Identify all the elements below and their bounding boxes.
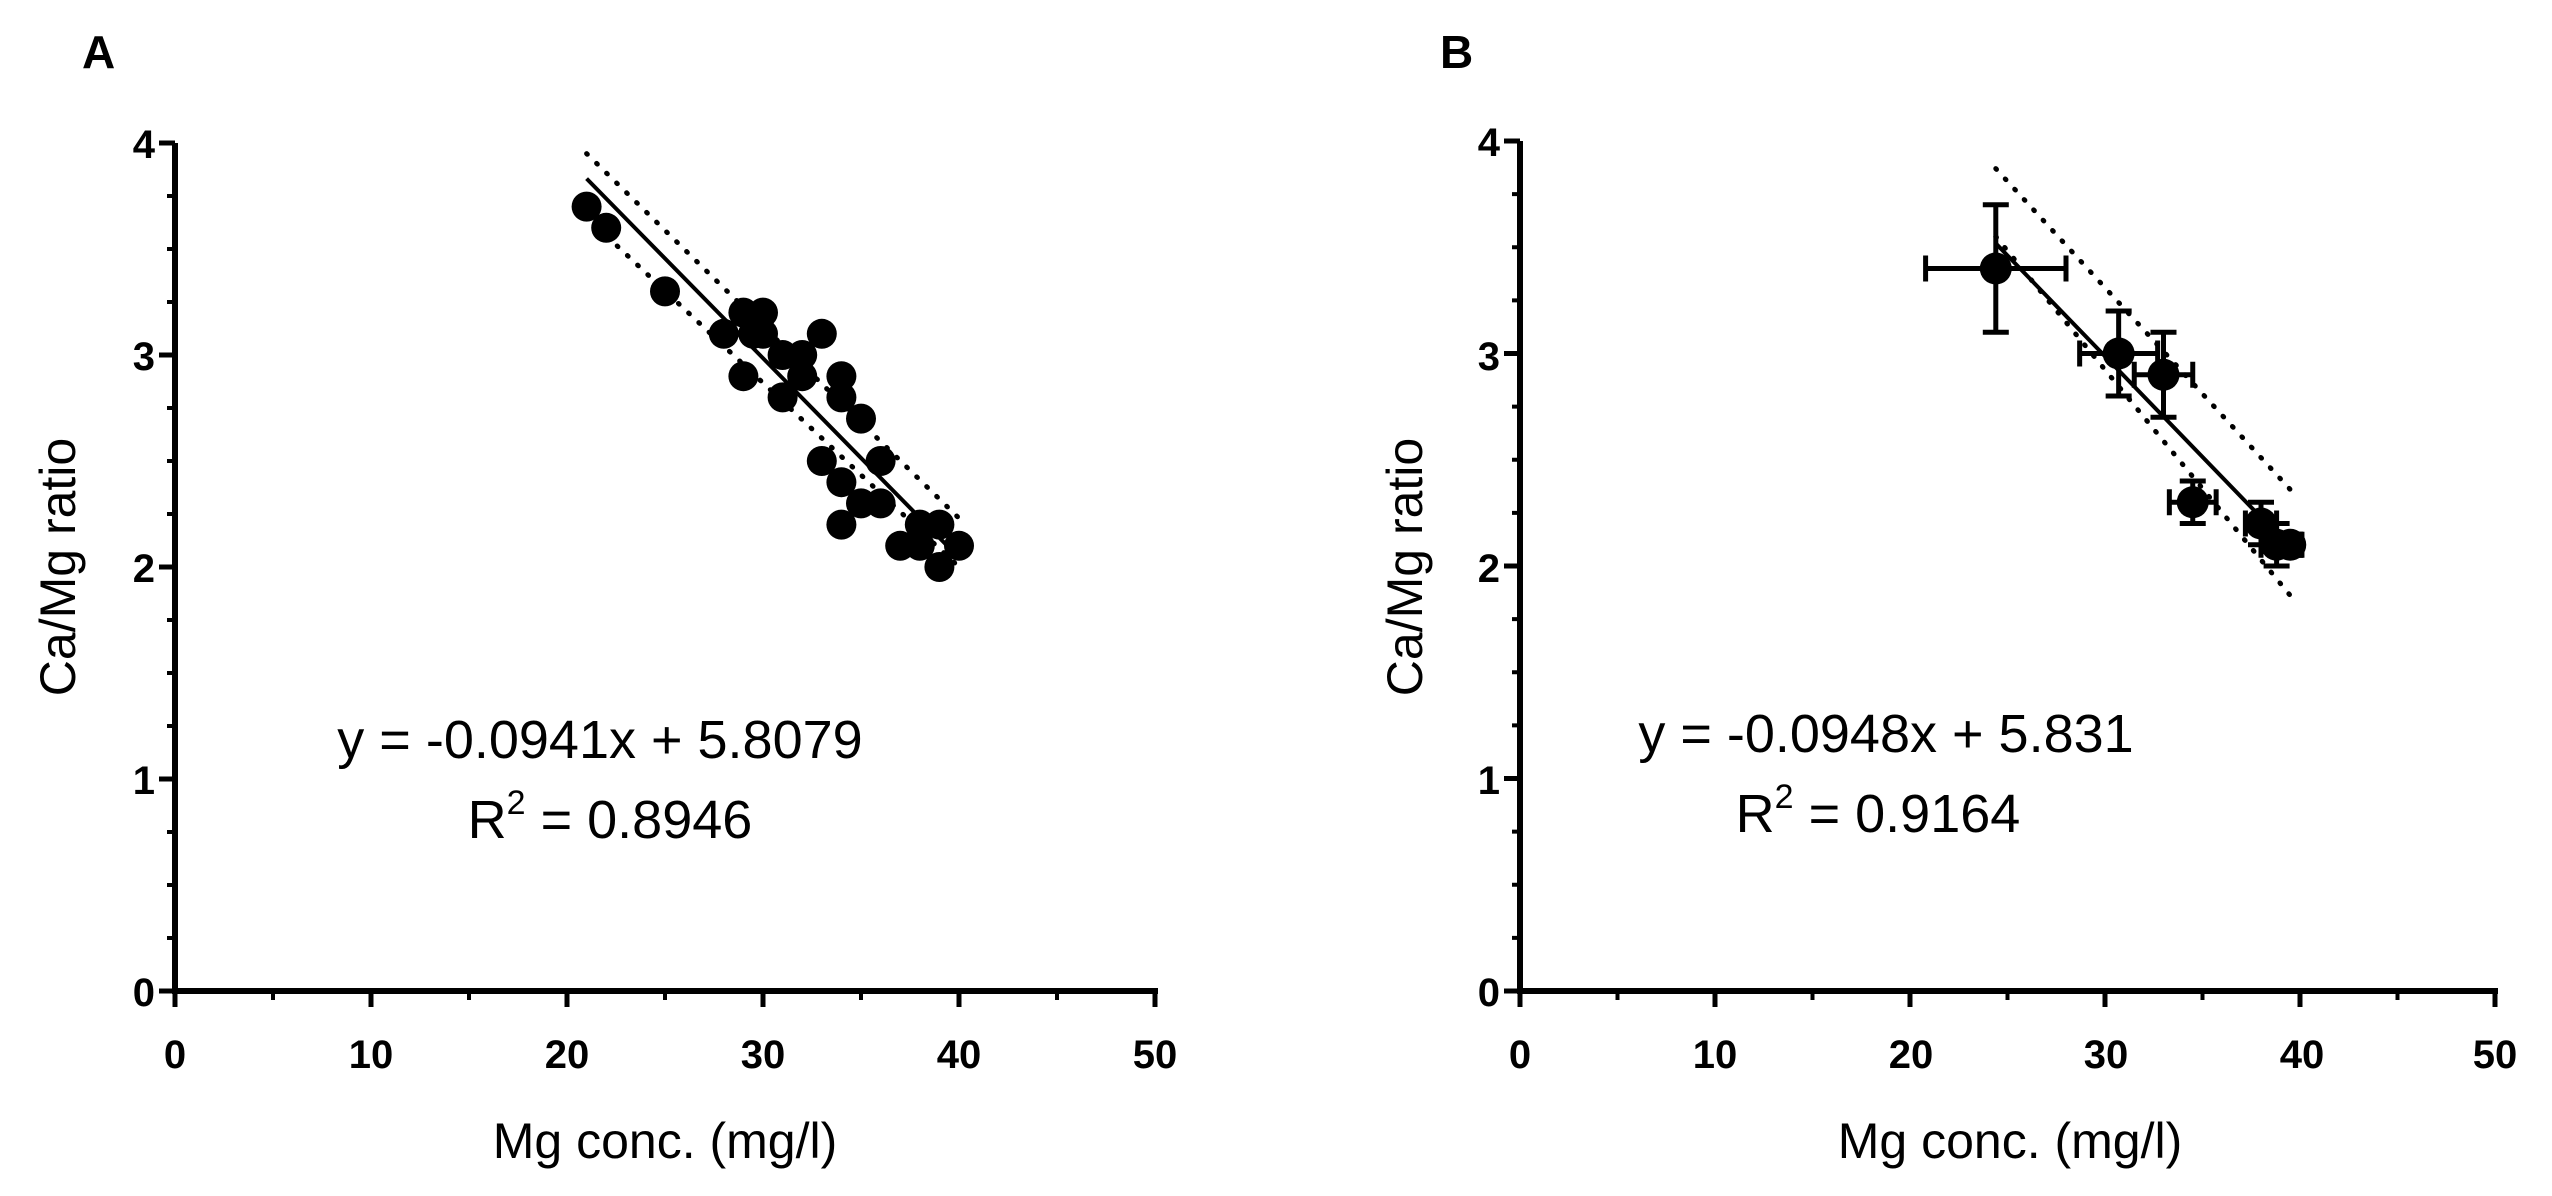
- panel-b-r-squared: R2 = 0.9164: [1736, 778, 2021, 844]
- panel-b-ytick-label: 1: [1478, 759, 1500, 803]
- panel-a-data-point: [748, 297, 778, 328]
- panel-a-ytick-label: 2: [133, 547, 155, 591]
- panel-b-data-point: [2274, 528, 2307, 561]
- panel-b-data-point: [1979, 252, 2012, 285]
- panel-a-data-point: [865, 446, 896, 476]
- panel-b-ytick-label: 4: [1478, 121, 1501, 165]
- panel-b-xtick-label: 0: [1509, 1033, 1531, 1077]
- panel-a-data-point: [924, 552, 955, 582]
- panel-b-data-point: [2176, 486, 2209, 519]
- panel-b-xtick-label: 40: [2280, 1033, 2325, 1077]
- panel-a-equation: y = -0.0941x + 5.8079: [337, 710, 862, 770]
- panel-b-plot-area: [1923, 166, 2307, 601]
- panel-a-data-point: [826, 382, 857, 413]
- panel-a-r-squared-exponent: 2: [507, 784, 526, 822]
- panel-a-confidence-upper: [584, 151, 962, 521]
- panel-b-data-points: [1979, 252, 2307, 561]
- panel-b-x-axis-title: Mg conc. (mg/l): [1838, 1113, 2183, 1169]
- panel-a-data-point: [826, 361, 857, 392]
- panel-b-ytick-label: 3: [1478, 335, 1500, 379]
- panel-a-data-point: [571, 191, 602, 222]
- panel-b-xtick-label: 50: [2473, 1033, 2518, 1077]
- panel-b-xtick-label: 20: [1889, 1033, 1934, 1077]
- panel-b-xtick-label: 10: [1693, 1033, 1738, 1077]
- panel-b-error-bars: [1923, 202, 2305, 569]
- panel-b-r-squared-label: R: [1736, 784, 1775, 844]
- panel-a-ytick-label: 0: [133, 971, 155, 1015]
- panel-a-data-point: [650, 276, 680, 307]
- panel-a-data-point: [708, 318, 739, 349]
- panel-a-y-axis-title: Ca/Mg ratio: [30, 438, 86, 696]
- panel-b-regression-segment: [1994, 242, 2292, 550]
- panel-a-data-point: [806, 318, 837, 349]
- panel-a-r-squared-label: R: [468, 790, 507, 850]
- panel-b-r-squared-value: = 0.9164: [1794, 784, 2021, 844]
- panel-a-r-squared-value: = 0.8946: [526, 790, 753, 850]
- panel-a-data-point: [806, 446, 837, 476]
- panel-a-data-point: [904, 530, 935, 561]
- panel-b-letter: B: [1440, 26, 1473, 78]
- panel-a-ticks: [159, 140, 1158, 1007]
- panel-b-ytick-label: 2: [1478, 547, 1500, 591]
- panel-a-xtick-label: 20: [545, 1033, 590, 1077]
- panel-a-plot-area: [571, 151, 974, 582]
- panel-a-data-point: [826, 467, 857, 498]
- panel-a-data-point: [728, 361, 759, 392]
- panel-a: A 0 1 2 3 4 0 10 20 30 40 50 Mg conc. (m…: [30, 26, 1177, 1169]
- panel-a-letter: A: [82, 26, 115, 78]
- panel-a-xtick-label: 50: [1133, 1033, 1178, 1077]
- panel-a-data-points: [571, 191, 974, 582]
- panel-b-equation: y = -0.0948x + 5.831: [1638, 704, 2133, 764]
- panel-a-r-squared: R2 = 0.8946: [468, 784, 753, 850]
- panel-a-data-point: [865, 488, 896, 519]
- panel-a-xtick-label: 10: [349, 1033, 394, 1077]
- panel-a-regression-segment: [585, 177, 961, 560]
- panel-a-ytick-label: 1: [133, 759, 155, 803]
- panel-a-regression-line: [585, 177, 961, 560]
- panel-b: B 0 1 2 3 4 0 10 20 30 40 50 Mg conc. (m…: [1377, 26, 2517, 1169]
- panel-a-ytick-label: 4: [133, 123, 156, 167]
- panel-a-ytick-label: 3: [133, 335, 155, 379]
- panel-b-confidence-upper: [1993, 166, 2295, 495]
- panel-b-xtick-label: 30: [2084, 1033, 2129, 1077]
- panel-b-ytick-label: 0: [1478, 971, 1500, 1015]
- panel-b-regression-line: [1994, 242, 2292, 550]
- panel-a-data-point: [787, 340, 818, 370]
- panel-a-data-point: [826, 509, 857, 540]
- panel-a-data-point: [944, 530, 974, 561]
- panel-b-y-axis-title: Ca/Mg ratio: [1377, 438, 1433, 696]
- panel-a-xtick-label: 30: [741, 1033, 786, 1077]
- panel-b-r-squared-exponent: 2: [1775, 778, 1794, 816]
- panel-a-xtick-label: 40: [937, 1033, 982, 1077]
- panel-b-data-point: [2147, 358, 2180, 391]
- panel-a-xtick-label: 0: [164, 1033, 186, 1077]
- panel-b-data-point: [2102, 337, 2135, 370]
- panel-a-data-point: [591, 212, 622, 243]
- panel-b-confidence-band: [1993, 166, 2295, 601]
- panel-a-data-point: [767, 382, 798, 413]
- panel-a-data-point: [787, 361, 818, 392]
- panel-a-data-point: [846, 403, 876, 434]
- panel-a-data-point: [748, 318, 778, 349]
- panel-b-ticks: [1504, 138, 2498, 1007]
- panel-a-data-point: [924, 509, 955, 540]
- panel-a-x-axis-title: Mg conc. (mg/l): [493, 1113, 838, 1169]
